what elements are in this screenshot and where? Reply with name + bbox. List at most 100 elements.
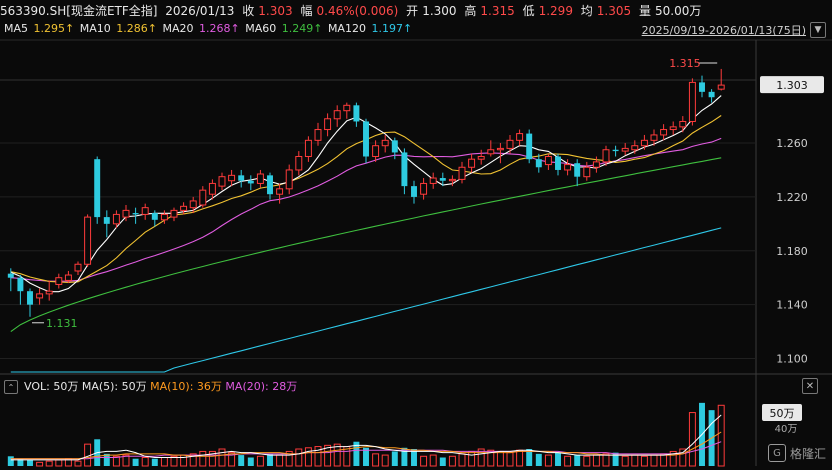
price-tick-label: 1.140 xyxy=(776,299,808,312)
volume-collapse-icon[interactable]: ⌃ xyxy=(4,380,18,394)
volume-bar-up xyxy=(74,460,82,467)
ma10-label: MA10 xyxy=(79,22,111,35)
candle-body-up xyxy=(324,118,332,131)
open-value: 1.300 xyxy=(422,4,457,18)
volume-bar-up xyxy=(228,452,236,467)
candle-body-down xyxy=(535,159,542,168)
candle-body-up xyxy=(544,155,552,166)
volume-bar-up xyxy=(660,453,668,467)
range-dropdown-icon[interactable]: ▼ xyxy=(810,22,826,38)
volume-bar-up xyxy=(208,450,216,467)
volume-bar-up xyxy=(324,444,332,467)
candle-body-up xyxy=(717,84,725,90)
volume-bar-up xyxy=(199,450,207,467)
candle-body-up xyxy=(631,145,639,151)
candle-body-down xyxy=(17,277,24,292)
candle-body-up xyxy=(487,149,495,155)
candle-body-down xyxy=(526,133,533,160)
volume-bar-down xyxy=(535,453,542,466)
candle-body-down xyxy=(247,180,254,184)
volume-bar-up xyxy=(122,454,130,467)
change-label: 幅 xyxy=(300,4,313,18)
volume-bar-up xyxy=(602,453,610,467)
volume-bar-up xyxy=(45,460,53,467)
candle-body-up xyxy=(228,174,236,182)
candle-body-up xyxy=(84,216,92,265)
low-value: 1.299 xyxy=(538,4,573,18)
candle-body-up xyxy=(506,139,514,149)
volume-bar-up xyxy=(381,454,389,467)
candle-body-up xyxy=(516,133,524,141)
avg-value: 1.305 xyxy=(596,4,632,18)
candle-body-up xyxy=(256,173,264,184)
ma120-label: MA120 xyxy=(327,22,366,35)
candle-body-up xyxy=(295,155,303,171)
volume-bar-up xyxy=(372,453,380,467)
volume-bar-down xyxy=(7,456,14,466)
candle-body-up xyxy=(180,205,188,211)
candle-body-up xyxy=(160,213,168,221)
volume-bar-down xyxy=(401,447,408,466)
volume-label: 量 xyxy=(638,4,651,18)
volume-bar-down xyxy=(439,457,446,466)
volume-bar-down xyxy=(526,449,533,466)
date-range[interactable]: 2025/09/19-2026/01/13(75日) xyxy=(641,24,806,37)
ma60-value: 1.249↑ xyxy=(281,22,323,35)
volume-bar-up xyxy=(55,459,63,467)
last-price-box xyxy=(760,76,824,94)
volume-bar-down xyxy=(27,459,33,466)
volume-bar-up xyxy=(304,447,312,467)
candle-body-down xyxy=(103,217,110,224)
candle-body-up xyxy=(170,209,178,218)
volume-bar-up xyxy=(564,455,572,467)
vol-ma10-label: MA(10): 36万 xyxy=(150,380,222,393)
candle-body-up xyxy=(45,290,53,295)
high-value: 1.315 xyxy=(480,4,515,18)
high-annotation: 1.315 xyxy=(669,57,701,70)
change-value: 0.46%(0.006) xyxy=(316,4,399,18)
candle-body-up xyxy=(669,126,677,131)
candle-body-down xyxy=(699,82,705,92)
close-icon[interactable]: ✕ xyxy=(802,378,818,394)
candle-body-up xyxy=(583,166,591,178)
low-annotation: 1.131 xyxy=(46,317,78,330)
ma5-value: 1.295↑ xyxy=(33,22,75,35)
ma60-label: MA60 xyxy=(245,22,277,35)
vol-axis-label: 50万 xyxy=(770,407,795,420)
volume-bar-up xyxy=(592,454,600,467)
candle-body-up xyxy=(343,104,351,112)
volume-bar-up xyxy=(448,455,456,467)
high-label: 高 xyxy=(464,4,477,18)
volume-bar-down xyxy=(247,457,254,466)
watermark: G 格隆汇 xyxy=(767,444,826,462)
candle-body-down xyxy=(411,186,417,197)
candle-body-up xyxy=(304,139,312,157)
volume-bar-up xyxy=(477,448,485,467)
volume-bar-down xyxy=(363,447,369,466)
candle-body-up xyxy=(189,200,197,209)
candle-body-up xyxy=(602,149,610,163)
volume-bar-down xyxy=(411,449,417,466)
volume-bar-up xyxy=(276,454,284,467)
volume-bar-down xyxy=(612,452,619,466)
volume-bar-up xyxy=(285,450,293,467)
vol-ma20-line xyxy=(10,441,722,460)
volume-bar-up xyxy=(544,454,552,467)
volume-bar-down xyxy=(132,458,139,466)
watermark-logo-icon: G xyxy=(767,444,786,462)
volume-bar-up xyxy=(218,448,226,467)
volume-bar-down xyxy=(391,451,398,466)
quote-date: 2026/01/13 xyxy=(165,4,235,18)
price-tick-label: 1.260 xyxy=(776,137,808,150)
volume-bar-up xyxy=(256,455,264,467)
candle-body-down xyxy=(439,178,446,181)
volume-bar-down xyxy=(103,453,110,466)
volume-value: 50.00万 xyxy=(655,4,702,18)
candle-body-up xyxy=(372,145,380,157)
volume-bar-up xyxy=(516,449,524,467)
volume-bar-up xyxy=(679,448,687,467)
volume-bar-up xyxy=(180,454,188,467)
candle-body-down xyxy=(391,140,398,153)
close-value: 1.303 xyxy=(258,4,293,18)
